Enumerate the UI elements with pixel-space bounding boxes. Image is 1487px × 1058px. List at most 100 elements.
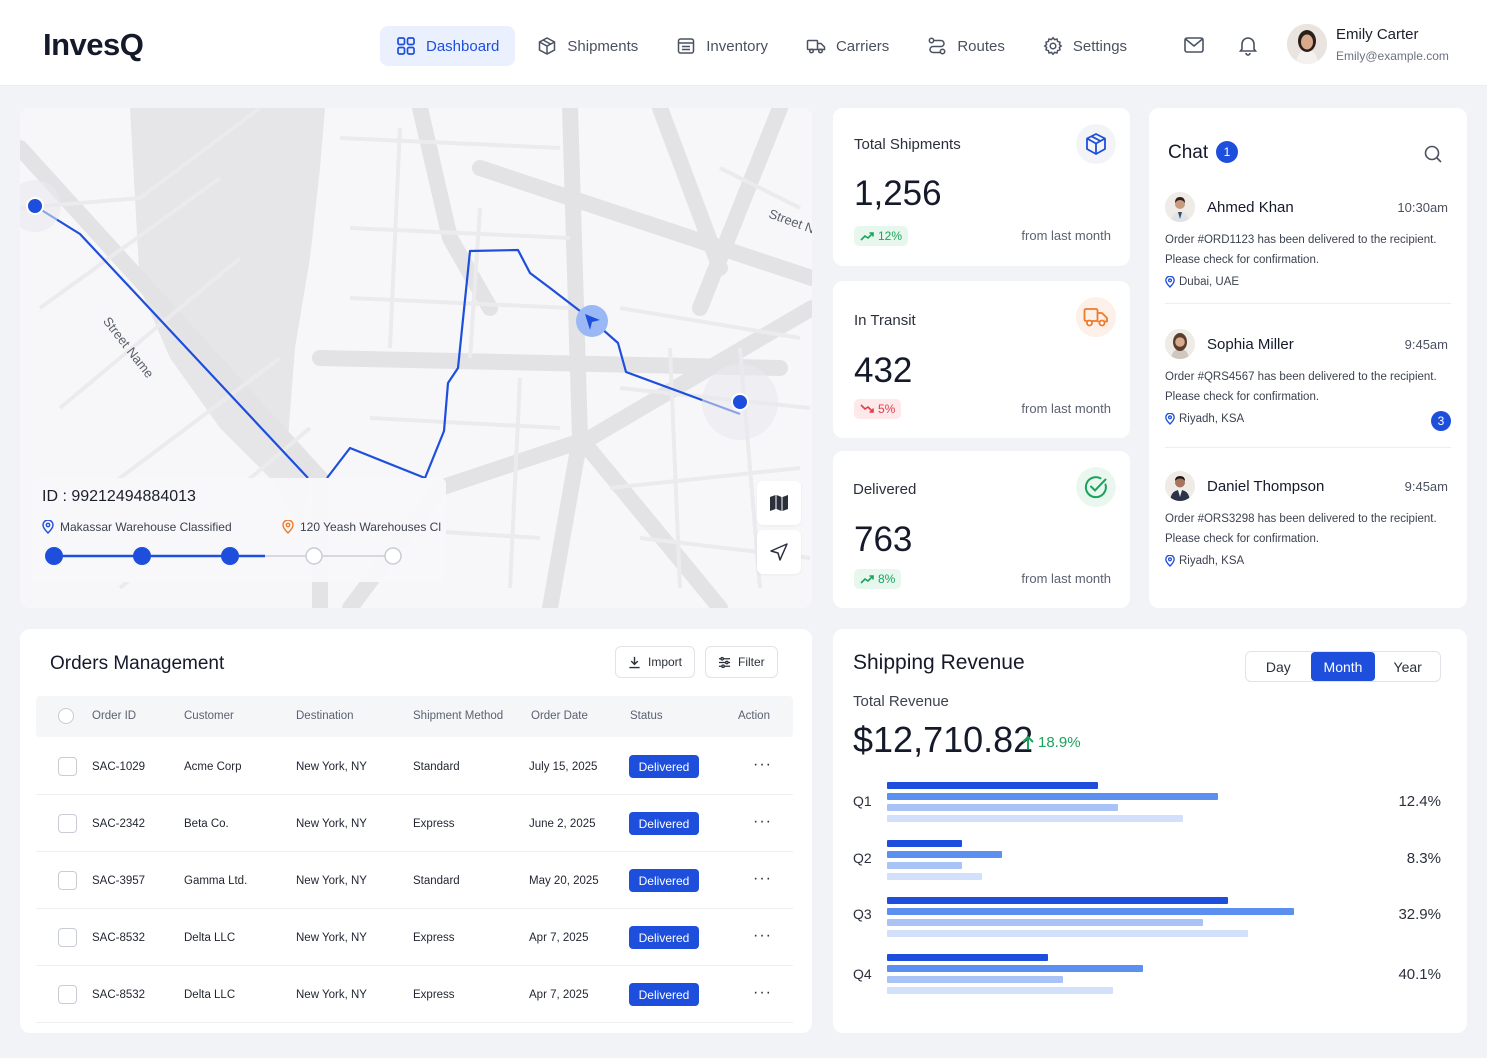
column-header[interactable]: Order ID xyxy=(92,710,137,722)
bar-q1-4[interactable] xyxy=(887,815,1184,822)
category-value-label: 8.3% xyxy=(1406,850,1441,867)
search-icon[interactable] xyxy=(1423,144,1443,164)
message-location: Dubai, UAE xyxy=(1165,276,1239,288)
row-checkbox[interactable] xyxy=(58,928,77,947)
range-year[interactable]: Year xyxy=(1393,658,1422,675)
message-line: Please check for confirmation. xyxy=(1165,391,1320,403)
column-header[interactable]: Action xyxy=(738,710,770,722)
location-pin-icon xyxy=(1165,555,1175,567)
bar-q4-4[interactable] xyxy=(887,987,1113,994)
row-action-menu[interactable]: ··· xyxy=(753,927,772,944)
table-row[interactable]: SAC-8532 Delta LLC New York, NY Express Apr … xyxy=(36,966,793,1023)
bar-q2-4[interactable] xyxy=(887,873,983,880)
column-header[interactable]: Customer xyxy=(184,710,234,722)
stat-icon-wrap xyxy=(1076,124,1116,164)
nav-inventory[interactable]: Inventory xyxy=(660,26,784,66)
top-bar: InvesQ Dashboard Shipments Inventory Car… xyxy=(0,0,1487,86)
table-row[interactable]: SAC-8532 Delta LLC New York, NY Express Apr … xyxy=(36,909,793,966)
inventory-icon xyxy=(678,38,695,54)
row-action-menu[interactable]: ··· xyxy=(753,870,772,887)
stat-change-value: 8% xyxy=(878,572,896,586)
location-pin-icon xyxy=(282,520,294,534)
table-row[interactable]: SAC-2342 Beta Co. New York, NY Express June … xyxy=(36,795,793,852)
user-avatar[interactable] xyxy=(1287,24,1327,64)
gear-icon xyxy=(1043,36,1063,56)
row-action-menu[interactable]: ··· xyxy=(753,813,772,830)
bar-q1-1[interactable] xyxy=(887,782,1098,789)
select-all-checkbox[interactable] xyxy=(58,708,74,724)
row-checkbox[interactable] xyxy=(58,814,77,833)
bar-q2-2[interactable] xyxy=(887,851,1003,858)
nav-dashboard[interactable]: Dashboard xyxy=(380,26,516,66)
message-text: Order #QRS4567 has been delivered to the… xyxy=(1165,367,1451,407)
bar-q4-2[interactable] xyxy=(887,965,1144,972)
origin-marker[interactable] xyxy=(26,197,44,215)
message-line: Order #QRS4567 has been delivered to the… xyxy=(1165,371,1437,383)
button-label: Import xyxy=(648,655,683,669)
map-locate-button[interactable] xyxy=(757,530,801,574)
grid-icon xyxy=(397,37,415,55)
cell-customer: Gamma Ltd. xyxy=(184,875,248,887)
row-action-menu[interactable]: ··· xyxy=(753,984,772,1001)
stat-change: 8% xyxy=(854,569,902,589)
table-row[interactable]: SAC-1029 Acme Corp New York, NY Standard Jul… xyxy=(36,738,793,795)
location-text: Dubai, UAE xyxy=(1179,276,1240,288)
category-label: Q3 xyxy=(853,906,872,922)
truck-icon xyxy=(806,39,826,54)
bar-q1-3[interactable] xyxy=(887,804,1118,811)
table-row[interactable]: SAC-3957 Gamma Ltd. New York, NY Standard Ma… xyxy=(36,852,793,909)
cell-destination: New York, NY xyxy=(296,761,367,773)
column-header[interactable]: Destination xyxy=(296,710,354,722)
stat-value: 432 xyxy=(854,351,913,390)
location-text: Riyadh, KSA xyxy=(1179,555,1245,567)
nav-settings[interactable]: Settings xyxy=(1027,26,1143,66)
range-month[interactable]: Month xyxy=(1310,652,1376,681)
bar-q3-2[interactable] xyxy=(887,908,1294,915)
bar-q4-3[interactable] xyxy=(887,976,1063,983)
user-email: Emily@example.com xyxy=(1336,49,1449,63)
cell-destination: New York, NY xyxy=(296,989,367,1001)
destination-marker[interactable] xyxy=(731,393,749,411)
cell-id: SAC-2342 xyxy=(92,818,146,830)
nav-shipments[interactable]: Shipments xyxy=(521,26,654,66)
import-button[interactable]: Import xyxy=(615,646,696,678)
cell-id: SAC-3957 xyxy=(92,875,146,887)
column-header[interactable]: Order Date xyxy=(531,710,588,722)
bar-q2-3[interactable] xyxy=(887,862,963,869)
bar-q2-1[interactable] xyxy=(887,840,963,847)
stat-icon-wrap xyxy=(1076,467,1116,507)
bar-q1-2[interactable] xyxy=(887,793,1219,800)
tracking-panel: ID : 99212494884013 Makassar Warehouse C… xyxy=(32,478,446,582)
filter-button[interactable]: Filter xyxy=(705,646,778,678)
row-action-menu[interactable]: ··· xyxy=(753,756,772,773)
route-map[interactable]: Street Name Street N ID : 99212494884013… xyxy=(20,108,812,608)
check-circle-icon xyxy=(1084,476,1107,499)
nav-carriers[interactable]: Carriers xyxy=(790,26,905,66)
bar-q3-4[interactable] xyxy=(887,930,1249,937)
trend-up-icon xyxy=(860,575,874,584)
range-day[interactable]: Day xyxy=(1265,658,1291,675)
cell-method: Express xyxy=(413,989,455,1001)
bell-icon[interactable] xyxy=(1237,34,1259,56)
bar-q3-1[interactable] xyxy=(887,897,1229,904)
map-layers-button[interactable] xyxy=(757,481,801,525)
avatar xyxy=(1165,192,1195,222)
app-logo[interactable]: InvesQ xyxy=(43,27,144,62)
mail-icon[interactable] xyxy=(1183,34,1205,56)
row-checkbox[interactable] xyxy=(58,871,77,890)
column-header[interactable]: Status xyxy=(630,710,663,722)
bar-q4-1[interactable] xyxy=(887,954,1048,961)
origin-name: Makassar Warehouse Classified xyxy=(60,520,232,534)
row-checkbox[interactable] xyxy=(58,757,77,776)
revenue-panel: Shipping Revenue Day Month Year Total Re… xyxy=(833,629,1467,1033)
row-checkbox[interactable] xyxy=(58,985,77,1004)
message-time: 9:45am xyxy=(1404,479,1448,494)
bar-q3-3[interactable] xyxy=(887,919,1204,926)
divider xyxy=(1165,447,1451,448)
column-header[interactable]: Shipment Method xyxy=(413,710,504,722)
cell-customer: Delta LLC xyxy=(184,989,236,1001)
unread-count-badge: 3 xyxy=(1431,411,1451,431)
tracking-origin: Makassar Warehouse Classified xyxy=(42,520,232,534)
nav-routes[interactable]: Routes xyxy=(911,26,1021,66)
cell-date: May 20, 2025 xyxy=(529,875,599,887)
